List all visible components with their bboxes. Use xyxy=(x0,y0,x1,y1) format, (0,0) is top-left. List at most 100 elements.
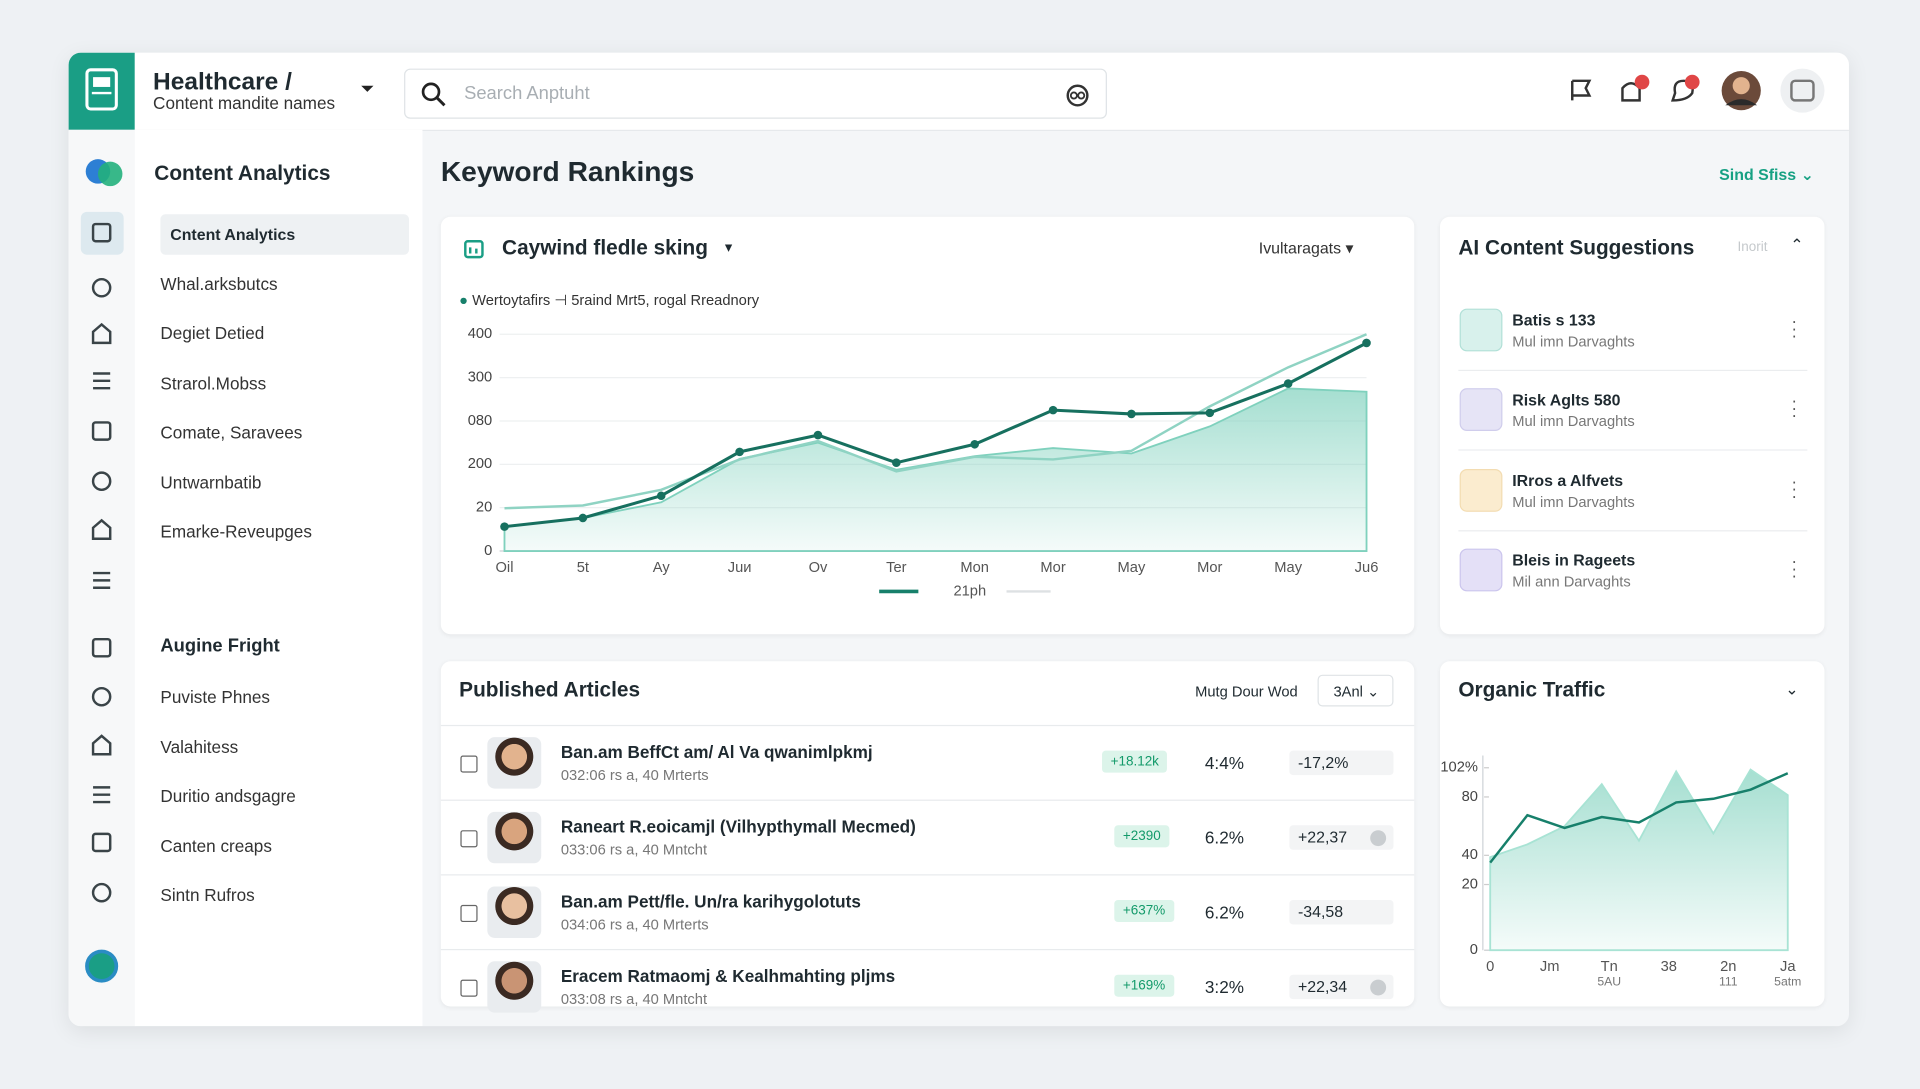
header-icons xyxy=(1571,68,1825,113)
kebab[interactable]: · · · xyxy=(1791,311,1798,346)
ai-icon xyxy=(1459,388,1503,432)
articles-select[interactable]: 3Anl ⌄ xyxy=(1317,674,1394,707)
search-box[interactable]: Search Anptuht xyxy=(404,68,1107,119)
x-tick-label: Mor xyxy=(1040,560,1065,576)
x-tick-label: Ter xyxy=(886,560,907,576)
avatar xyxy=(487,811,542,864)
card-icon xyxy=(464,240,484,259)
rail-icon xyxy=(93,372,111,390)
kebab[interactable]: · · · xyxy=(1791,390,1798,426)
point xyxy=(656,491,666,501)
y-tick-label: 080 xyxy=(468,413,493,429)
ai-subtitle: Mil ann Darvaghts xyxy=(1512,572,1631,591)
brand-caret xyxy=(361,85,374,92)
row-action[interactable] xyxy=(1370,830,1387,847)
avatar xyxy=(487,961,542,1013)
nav-item: Strarol.Mobss xyxy=(160,373,267,393)
search-placeholder: Search Anptuht xyxy=(464,83,590,105)
article-badge: +18.12k xyxy=(1102,750,1168,773)
separator xyxy=(440,948,1415,951)
ai-title: Risk Aglts 580 xyxy=(1512,390,1621,410)
nav-item: Valahitess xyxy=(160,736,239,757)
article-change: -17,2% xyxy=(1297,753,1349,772)
checkbox[interactable] xyxy=(460,830,478,848)
y-tick-label: 0 xyxy=(1470,942,1478,958)
ai-title: Batis s 133 xyxy=(1512,311,1596,330)
page-action[interactable]: Sind Sfiss ⌄ xyxy=(1719,165,1814,184)
brand-subtitle: Content mandite names xyxy=(153,93,336,113)
caret: ▾ xyxy=(724,238,733,256)
area xyxy=(503,387,1368,552)
rail-icon xyxy=(93,786,111,804)
point xyxy=(1205,408,1215,418)
rail-icons xyxy=(80,159,124,983)
article-meta: 034:06 rs a, 40 Mrterts xyxy=(560,915,709,934)
card-title: Organic Traffic xyxy=(1458,678,1606,702)
logo xyxy=(68,52,135,130)
x-tick-label: Mon xyxy=(960,560,989,576)
point xyxy=(1048,405,1058,415)
point xyxy=(1127,409,1136,419)
chart-title: Caywind fledle sking xyxy=(502,236,708,260)
checkbox[interactable] xyxy=(460,979,478,997)
article-title: Eracem Ratmaomj & Kealhmahting pljms xyxy=(560,966,896,986)
point xyxy=(813,430,823,440)
x-tick-label: Jm xyxy=(1540,959,1560,975)
legend-text: Wertoytafirs ⊣ 5raind Mrt5, rogal Rreadn… xyxy=(472,291,760,309)
point xyxy=(892,458,901,467)
rail-icon xyxy=(91,882,112,903)
articles-card: Published Articles Mutg Dour Wod 3Anl ⌄ xyxy=(440,661,1415,1007)
x-axis-label: 21ph xyxy=(953,583,986,599)
line xyxy=(504,333,1368,510)
rail-icon xyxy=(91,471,112,492)
row-action[interactable] xyxy=(1370,979,1387,996)
chart-filter[interactable]: Ivultaragats ▾ xyxy=(1258,238,1354,258)
keyword-card: Caywind fledle sking ▾ Ivultaragats ▾ ● … xyxy=(440,216,1415,635)
point xyxy=(578,513,588,523)
organic-card: Organic Traffic ⌄ 0 20 40 80 102% 0 Jm Tn 5AU 38 2… xyxy=(1440,661,1825,1007)
card-hint: Inorit xyxy=(1737,240,1768,255)
separator xyxy=(440,874,1415,876)
rail-avatar xyxy=(85,949,119,983)
rail-icon xyxy=(91,322,112,345)
collapse[interactable]: ⌃ xyxy=(1790,235,1804,254)
x-sublabel: 5atm xyxy=(1774,974,1801,988)
y-tick-label: 102% xyxy=(1440,760,1478,776)
x-tick-label: Ov xyxy=(809,560,828,576)
ai-title: Bleis in Rageets xyxy=(1512,550,1636,570)
nav-item: Untwarnbatib xyxy=(160,472,262,492)
article-badge: +637% xyxy=(1114,900,1174,923)
point xyxy=(1283,379,1293,388)
article-badge: +2390 xyxy=(1114,825,1170,848)
y-tick-label: 300 xyxy=(468,370,493,386)
rail-icon xyxy=(91,421,112,441)
kebab[interactable]: · · · xyxy=(1791,470,1798,506)
article-title: Raneart R.eoicamjl (Vilhypthymall Mecmed… xyxy=(560,816,916,837)
articles-filter: Mutg Dour Wod xyxy=(1195,683,1298,701)
avatar xyxy=(487,886,542,938)
checkbox[interactable] xyxy=(460,755,478,773)
collapse[interactable]: ⌄ xyxy=(1785,679,1799,698)
point xyxy=(735,447,744,457)
article-change: +22,37 xyxy=(1297,827,1348,847)
ai-subtitle: Mul imn Darvaghts xyxy=(1512,413,1635,431)
x-tick-label: Ay xyxy=(653,560,671,576)
separator xyxy=(440,724,1415,727)
ai-icon xyxy=(1459,468,1503,512)
rail-icon xyxy=(91,832,112,853)
ai-title: IRros a Alfvets xyxy=(1512,470,1624,490)
x-sublabel: 5AU xyxy=(1597,974,1621,988)
separator xyxy=(1458,369,1808,372)
nav-item: Duritio andsgagre xyxy=(160,786,296,806)
card-title: AI Content Suggestions xyxy=(1458,236,1695,260)
y-tick-label: 40 xyxy=(1462,847,1478,863)
logo-icon xyxy=(85,68,118,111)
rail-icon xyxy=(93,571,111,589)
kebab[interactable]: · · · xyxy=(1791,550,1798,586)
ai-icon xyxy=(1459,308,1503,352)
change-bg xyxy=(1289,900,1394,925)
checkbox[interactable] xyxy=(460,904,478,923)
article-share: 6.2% xyxy=(1204,902,1244,923)
nav-item: Canten creaps xyxy=(160,835,272,856)
